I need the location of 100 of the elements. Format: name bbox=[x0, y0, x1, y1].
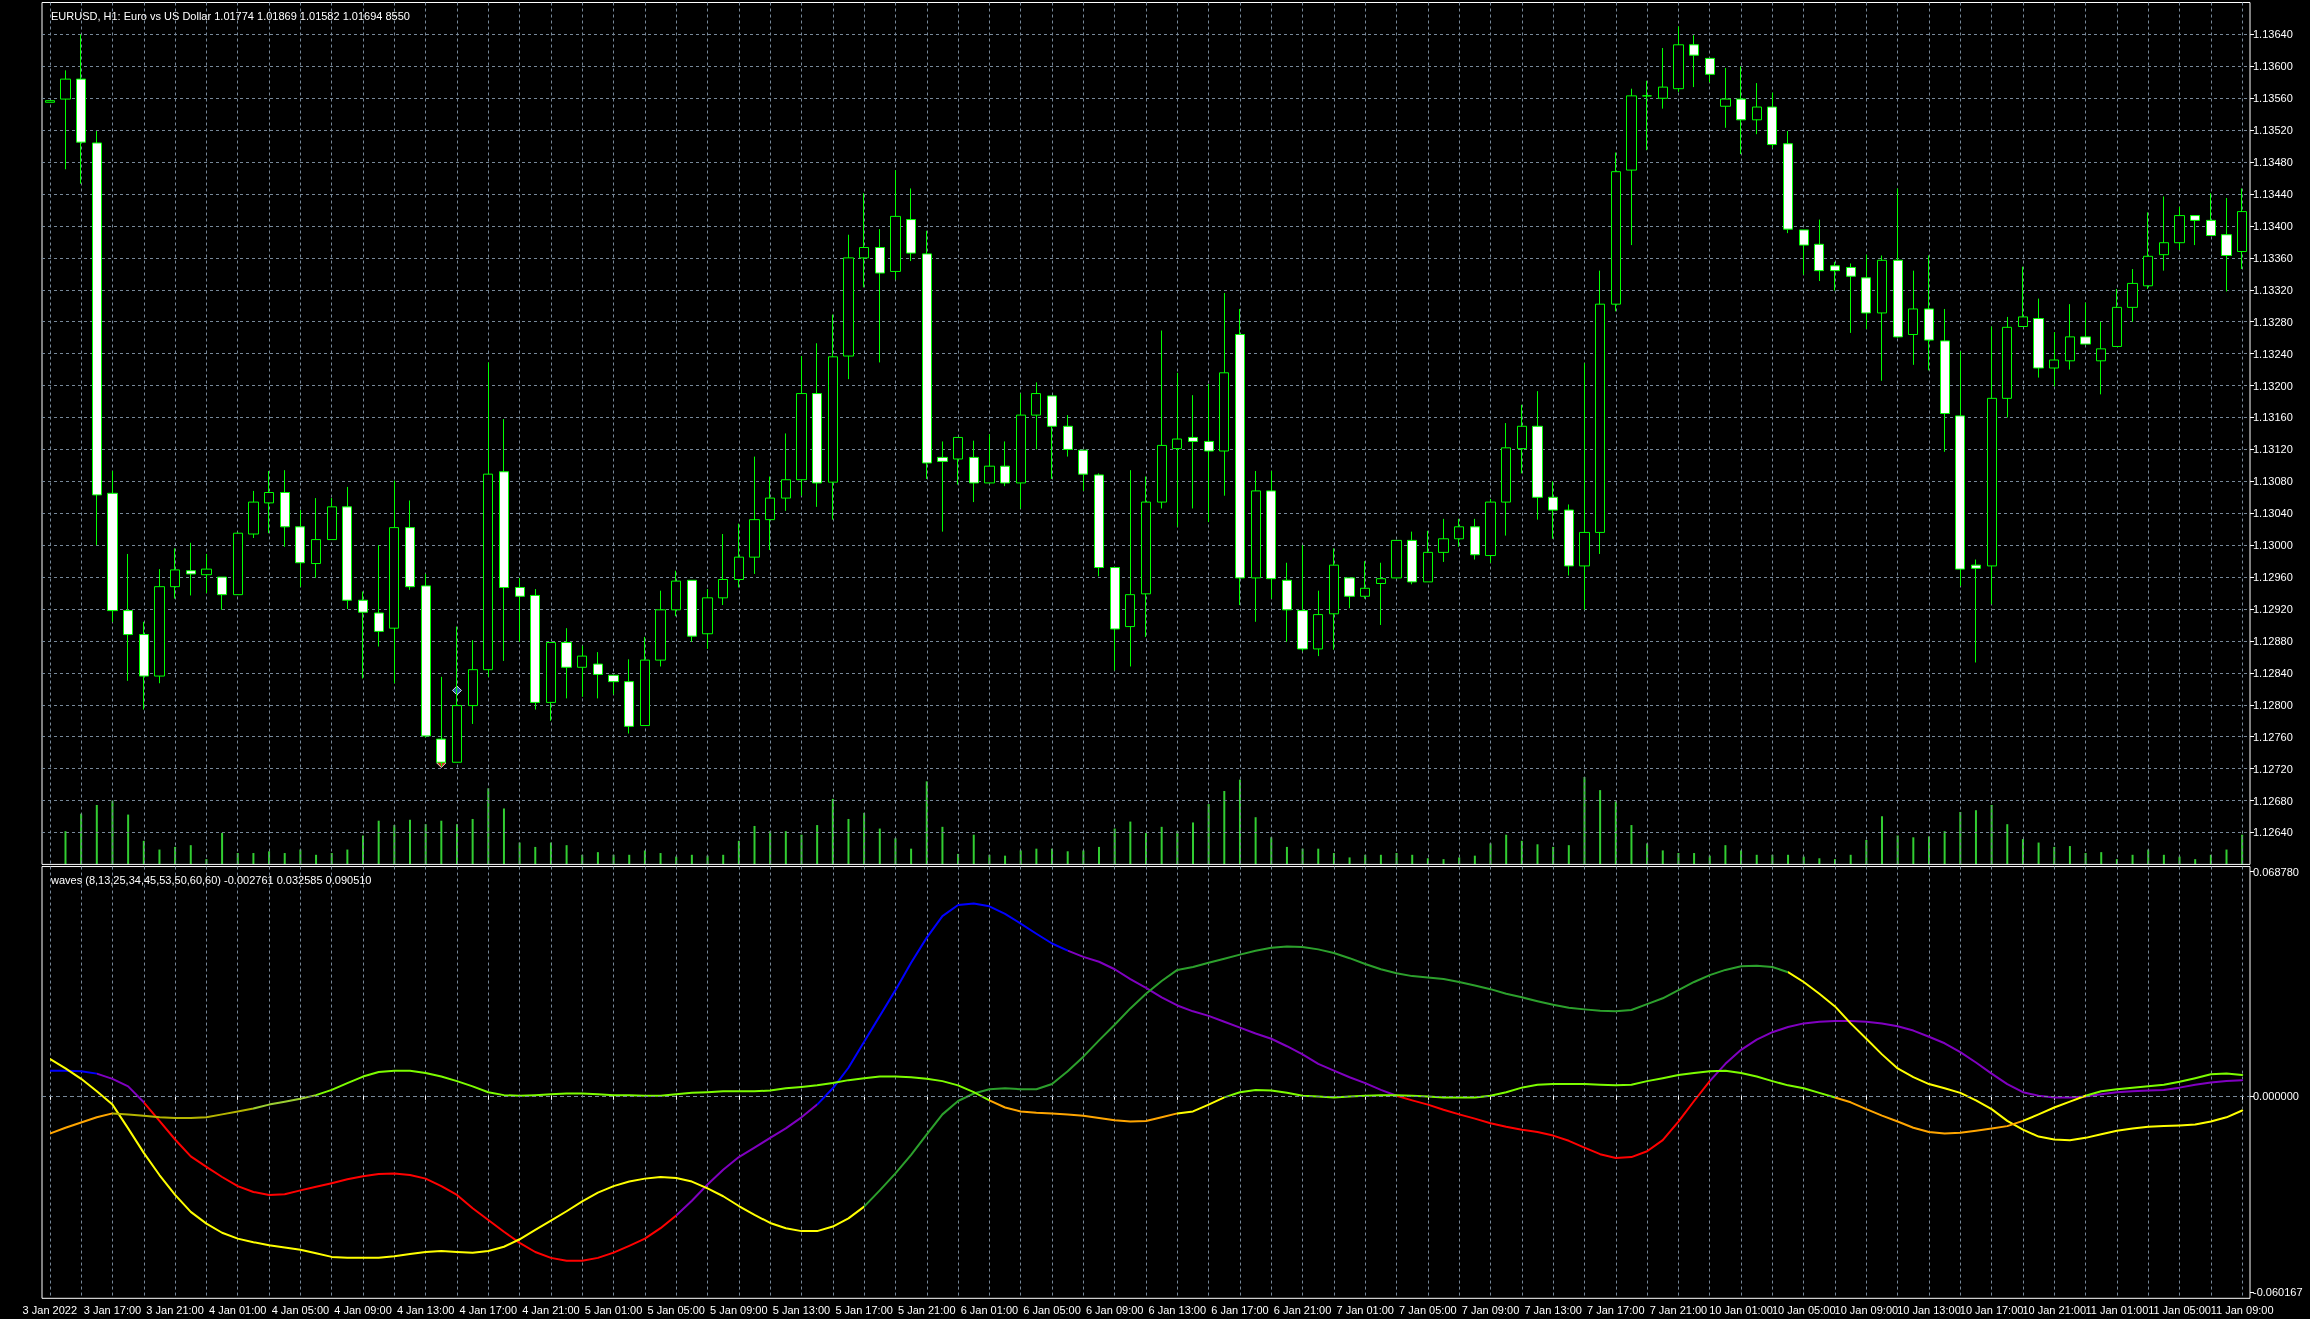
bar bbox=[690, 854, 693, 865]
bar bbox=[847, 818, 850, 865]
candlestick bbox=[389, 480, 399, 684]
candlestick bbox=[1924, 254, 1934, 371]
bar bbox=[1974, 810, 1977, 865]
bar bbox=[346, 849, 349, 865]
x-tick-label: 6 Jan 01:00 bbox=[960, 1303, 1019, 1316]
candlestick bbox=[1955, 350, 1965, 587]
bar bbox=[2131, 854, 2134, 865]
bar bbox=[1285, 846, 1288, 865]
x-tick-label: 7 Jan 17:00 bbox=[1587, 1303, 1645, 1316]
x-tick-label: 7 Jan 01:00 bbox=[1336, 1303, 1394, 1316]
candlestick bbox=[530, 588, 540, 711]
candlestick bbox=[280, 469, 290, 548]
bar bbox=[2225, 849, 2228, 865]
bar bbox=[596, 852, 599, 865]
candlestick bbox=[170, 547, 180, 600]
x-tick-label: 5 Jan 01:00 bbox=[584, 1303, 643, 1316]
candlestick bbox=[45, 100, 55, 103]
candlestick bbox=[1063, 414, 1073, 458]
candlestick bbox=[1438, 518, 1449, 563]
y-tick-label: 1.13320 bbox=[2253, 283, 2293, 296]
candlestick bbox=[1157, 330, 1167, 509]
candlestick bbox=[608, 674, 619, 695]
bar bbox=[534, 846, 537, 865]
candlestick bbox=[1595, 270, 1605, 555]
candlestick bbox=[1282, 562, 1292, 643]
bar bbox=[2100, 852, 2103, 865]
bar bbox=[753, 825, 756, 865]
y-tick-label: 1.13400 bbox=[2253, 219, 2293, 232]
x-tick-label: 5 Jan 13:00 bbox=[772, 1303, 831, 1316]
candlestick bbox=[1000, 440, 1010, 487]
x-tick-label: 7 Jan 21:00 bbox=[1649, 1303, 1708, 1316]
candlestick bbox=[1767, 92, 1777, 149]
candlestick bbox=[1344, 577, 1355, 609]
x-tick-label: 4 Jan 01:00 bbox=[208, 1303, 267, 1316]
candlestick bbox=[264, 470, 274, 534]
candlestick bbox=[937, 440, 948, 533]
candlestick bbox=[60, 69, 71, 170]
candlestick bbox=[1078, 449, 1088, 492]
bar bbox=[1442, 859, 1445, 865]
candlestick bbox=[1313, 590, 1323, 657]
bar bbox=[1755, 854, 1758, 865]
candlestick bbox=[2174, 206, 2185, 251]
bar bbox=[1661, 850, 1664, 865]
candlestick bbox=[984, 433, 995, 484]
text: waves (8,13,25,34,45,53,50,60,60) -0.002761 0.032585 0.090510 bbox=[50, 873, 372, 886]
bar bbox=[1223, 790, 1226, 865]
candlestick bbox=[2159, 195, 2169, 272]
candlestick bbox=[953, 436, 963, 486]
candlestick bbox=[515, 577, 525, 643]
y-tick-label: 1.13040 bbox=[2253, 507, 2293, 520]
candlestick bbox=[468, 639, 478, 725]
candlestick bbox=[1877, 254, 1887, 382]
candlestick bbox=[1094, 472, 1104, 577]
y-tick-label: 1.13000 bbox=[2253, 539, 2293, 552]
candlestick bbox=[671, 570, 681, 617]
candlestick bbox=[374, 544, 384, 648]
bar bbox=[409, 819, 411, 865]
y-tick-label: 0.000000 bbox=[2253, 1089, 2299, 1102]
x-tick-label: 4 Jan 17:00 bbox=[459, 1303, 518, 1316]
candlestick bbox=[92, 130, 102, 546]
bar bbox=[722, 854, 725, 865]
candlestick bbox=[1673, 25, 1684, 93]
candlestick bbox=[1736, 65, 1746, 155]
candlestick bbox=[1219, 292, 1229, 497]
bar bbox=[1317, 848, 1320, 865]
candlestick bbox=[248, 490, 259, 539]
candlestick bbox=[1047, 395, 1057, 480]
candlestick bbox=[1251, 470, 1261, 623]
x-tick-label: 3 Jan 2022 bbox=[22, 1303, 78, 1316]
candlestick bbox=[2080, 302, 2091, 345]
bar bbox=[1348, 857, 1351, 865]
candlestick bbox=[2096, 321, 2106, 395]
bar bbox=[1912, 837, 1915, 865]
candlestick bbox=[718, 533, 728, 606]
y-tick-label: 1.13120 bbox=[2253, 443, 2293, 456]
x-tick-label: 5 Jan 17:00 bbox=[835, 1303, 893, 1316]
candlestick bbox=[1391, 539, 1402, 579]
y-tick-label: 1.13520 bbox=[2253, 124, 2293, 137]
y-tick-label: 1.13640 bbox=[2253, 28, 2293, 41]
y-tick-label: 1.12880 bbox=[2253, 634, 2293, 647]
candlestick bbox=[1548, 480, 1558, 540]
bar bbox=[910, 848, 913, 865]
candlestick bbox=[2049, 331, 2059, 387]
bar bbox=[1098, 846, 1101, 865]
candlestick bbox=[1423, 530, 1433, 583]
x-tick-label: 4 Jan 21:00 bbox=[522, 1303, 580, 1316]
candlestick bbox=[2237, 187, 2247, 270]
candlestick bbox=[546, 642, 556, 722]
candlestick bbox=[890, 169, 901, 280]
bar bbox=[2037, 842, 2040, 865]
x-tick-label: 11 Jan 01:00 bbox=[2085, 1303, 2149, 1316]
bar bbox=[628, 854, 631, 865]
candlestick bbox=[327, 497, 337, 541]
x-tick-label: 10 Jan 17:00 bbox=[1959, 1303, 2024, 1316]
x-tick-label: 7 Jan 05:00 bbox=[1399, 1303, 1457, 1316]
y-tick-label: 1.13240 bbox=[2253, 347, 2293, 360]
bar bbox=[440, 820, 443, 865]
candlestick bbox=[2190, 215, 2200, 246]
